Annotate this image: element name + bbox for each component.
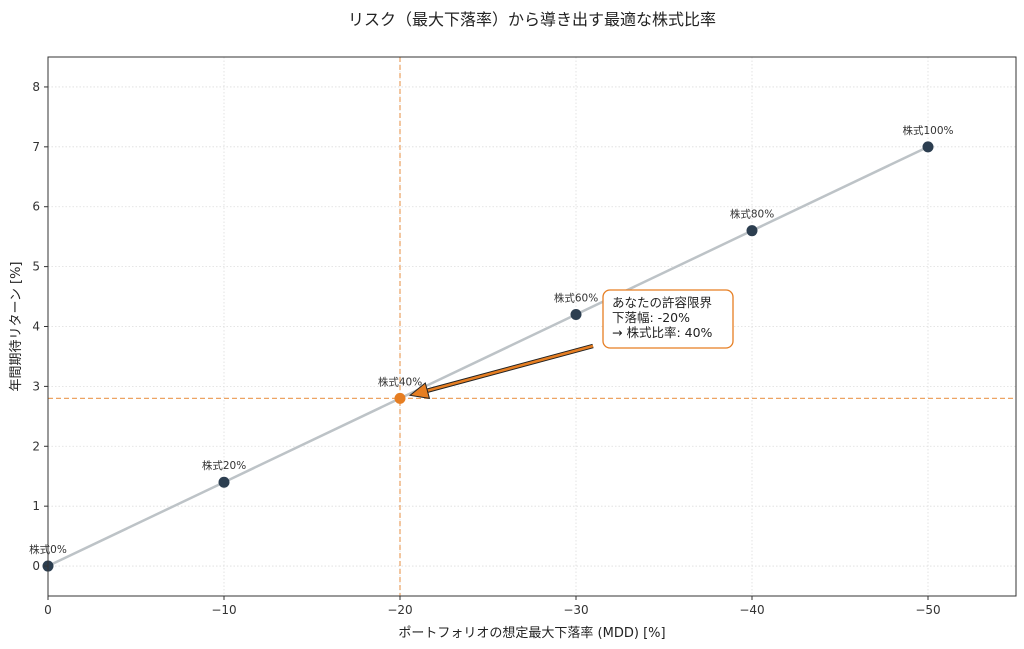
series-line — [47, 145, 929, 568]
grid-lines — [47, 57, 1016, 596]
y-tick-label: 4 — [32, 320, 40, 334]
y-tick-label: 1 — [32, 499, 40, 513]
x-tick-label: 0 — [44, 603, 52, 617]
data-point — [746, 225, 758, 237]
point-label: 株式60% — [554, 292, 598, 305]
point-label: 株式80% — [730, 208, 774, 221]
point-label: 株式100% — [902, 124, 953, 137]
x-tick-label: −40 — [739, 603, 764, 617]
y-tick-label: 8 — [32, 80, 40, 94]
y-tick-label: 5 — [32, 260, 40, 274]
y-tick-label: 2 — [32, 439, 40, 453]
highlight-point — [394, 392, 406, 404]
data-point — [218, 476, 230, 488]
y-tick-label: 7 — [32, 140, 40, 154]
chart-title: リスク（最大下落率）から導き出す最適な株式比率 — [347, 10, 716, 29]
axes: 0 −10 −20 −30 −40 −50 0 1 2 3 4 5 6 7 8 ポートフォリオの想定最大下落率… — [9, 56, 1017, 641]
annotation-text: → 株式比率: 40% — [612, 325, 713, 340]
annotation-arrow-head — [408, 382, 431, 400]
annotation-text: 下落幅: -20% — [612, 310, 690, 325]
y-tick-label: 6 — [32, 200, 40, 214]
point-label: 株式40% — [378, 375, 422, 388]
data-point — [570, 309, 582, 321]
reference-lines — [48, 57, 1016, 596]
annotation-box — [602, 289, 734, 349]
x-tick-label: −20 — [387, 603, 412, 617]
point-label: 株式20% — [202, 459, 246, 472]
x-tick-label: −10 — [211, 603, 236, 617]
y-tick-label: 3 — [32, 379, 40, 393]
data-series: 株式0%株式20%株式40%株式60%株式80%株式100% — [29, 124, 954, 572]
x-axis-label: ポートフォリオの想定最大下落率 (MDD) [%] — [398, 625, 665, 641]
data-point — [922, 141, 934, 153]
annotation-text: あなたの許容限界 — [612, 295, 713, 310]
y-axis-label: 年間期待リターン [%] — [9, 262, 24, 392]
y-tick-label: 0 — [32, 559, 40, 573]
x-tick-label: −30 — [563, 603, 588, 617]
annotation-arrow-shaft — [427, 344, 594, 392]
x-tick-label: −50 — [915, 603, 940, 617]
